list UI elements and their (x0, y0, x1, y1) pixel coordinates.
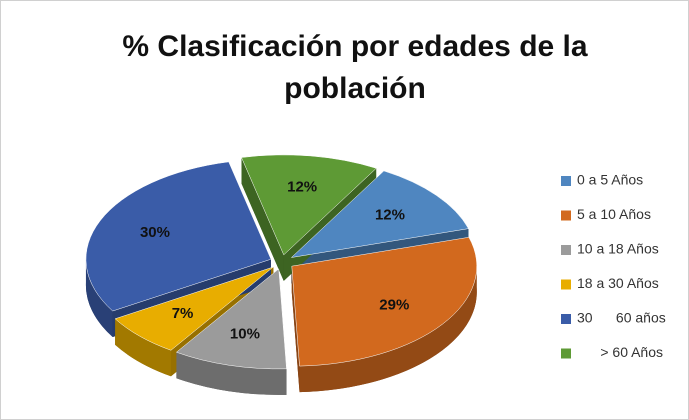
data-label: 12% (287, 179, 317, 196)
slice (114, 266, 274, 351)
legend-swatch (561, 279, 571, 290)
data-label: 7% (172, 305, 194, 322)
slice-side (176, 352, 287, 395)
slice (175, 268, 287, 370)
slice-cut (241, 157, 284, 281)
legend-label: > 60 Años (577, 344, 663, 360)
legend-label: 30 60 años (577, 310, 666, 326)
legend-swatch (561, 210, 571, 221)
chart-title: % Clasificación por edades de la poblaci… (122, 30, 588, 105)
legend-label: 10 a 18 Años (577, 241, 659, 257)
slice-side (85, 259, 113, 338)
legend-swatch (561, 245, 571, 255)
data-label: 12% (375, 206, 405, 223)
legend-swatch (561, 176, 571, 186)
legend-label: 0 a 5 Años (577, 172, 643, 188)
slice-side (299, 266, 477, 393)
data-label: 10% (230, 325, 260, 342)
slice (241, 154, 377, 256)
legend-label: 18 a 30 Años (577, 275, 659, 291)
legend-label: 5 a 10 Años (577, 206, 651, 222)
data-label: 29% (379, 297, 409, 314)
slice (291, 236, 478, 367)
slice (290, 170, 469, 258)
legend-swatch (561, 348, 571, 359)
legend-swatch (561, 314, 571, 324)
slice-side (115, 318, 171, 377)
data-label: 30% (140, 224, 170, 241)
slice (85, 161, 272, 312)
slice-cut (291, 266, 300, 393)
